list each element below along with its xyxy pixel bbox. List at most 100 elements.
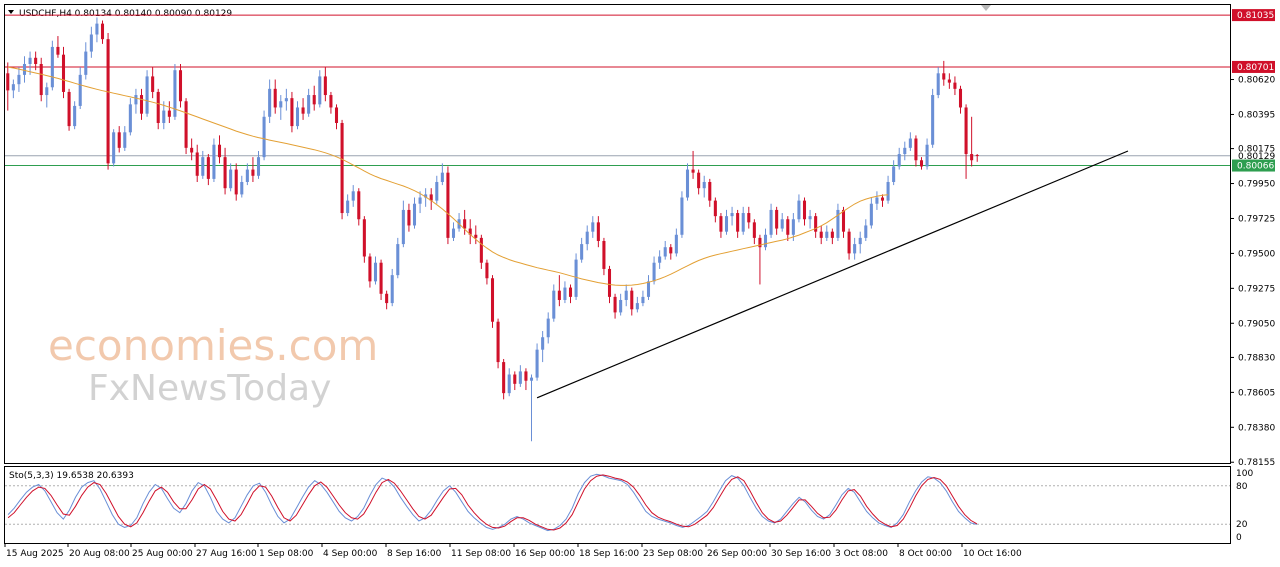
- candle-body: [451, 228, 456, 238]
- x-tick-label: 26 Sep 00:00: [707, 549, 767, 559]
- candle: [468, 219, 472, 245]
- chart-shift-marker[interactable]: [981, 5, 991, 11]
- candle: [719, 213, 723, 238]
- candle-body: [67, 91, 71, 127]
- candle: [167, 101, 171, 123]
- candle: [641, 290, 645, 307]
- candle-body: [775, 209, 779, 229]
- candle-body: [256, 157, 261, 176]
- candle: [685, 163, 690, 201]
- candle: [936, 67, 940, 99]
- candle: [513, 371, 517, 391]
- candle: [123, 126, 127, 151]
- candle: [825, 225, 829, 241]
- candle-body: [95, 23, 99, 35]
- candle: [557, 275, 561, 307]
- symbol-menu-icon[interactable]: [8, 10, 14, 14]
- candle: [329, 91, 333, 114]
- candle: [206, 154, 210, 186]
- candle: [802, 197, 807, 226]
- candle: [496, 318, 500, 369]
- candle-body: [184, 101, 188, 148]
- y-tick-label: 0.78380: [1238, 423, 1275, 433]
- candle-body: [173, 70, 177, 117]
- candle: [479, 234, 483, 269]
- candle: [301, 98, 305, 120]
- candle-body: [401, 209, 405, 245]
- candle: [351, 185, 355, 207]
- candle-body: [736, 213, 740, 232]
- candle-body: [613, 296, 617, 313]
- candle-body: [502, 362, 506, 394]
- candle: [67, 88, 71, 131]
- x-tick-label: 11 Sep 08:00: [451, 549, 511, 559]
- candle-body: [407, 209, 411, 226]
- candle: [451, 222, 456, 241]
- candle: [702, 175, 706, 198]
- candle: [518, 365, 522, 387]
- candle-body: [791, 219, 795, 235]
- candle-body: [836, 209, 840, 238]
- candle-body: [724, 216, 729, 232]
- candle-body: [390, 275, 394, 304]
- candle: [385, 290, 389, 310]
- candle-body: [518, 371, 522, 384]
- candle-body: [786, 219, 790, 235]
- candle-body: [925, 144, 929, 167]
- candle-body: [763, 234, 768, 248]
- candle-body: [568, 287, 573, 297]
- candle: [736, 209, 740, 238]
- candle: [596, 216, 600, 248]
- candle-body: [22, 63, 27, 75]
- candle-body: [357, 191, 361, 220]
- candle: [45, 82, 49, 108]
- candle: [106, 32, 110, 170]
- candle-body: [814, 216, 818, 232]
- candle-body: [234, 169, 238, 195]
- candle: [635, 296, 639, 313]
- candle-body: [6, 73, 10, 91]
- candle-body: [752, 222, 756, 238]
- candle-body: [385, 293, 389, 304]
- x-tick-label: 1 Sep 08:00: [259, 549, 314, 559]
- candle-body: [663, 247, 667, 257]
- candle-body: [903, 147, 907, 155]
- candle-body: [50, 46, 54, 88]
- candle: [658, 250, 662, 269]
- candle-body: [217, 144, 222, 158]
- candle-body: [658, 256, 662, 263]
- candle-body: [301, 107, 305, 114]
- x-tick-label: 23 Sep 08:00: [643, 549, 703, 559]
- candle-body: [424, 194, 428, 198]
- candle-body: [758, 237, 762, 248]
- candle-body: [680, 197, 684, 235]
- watermark-fxnewstoday: FxNewsToday: [88, 368, 331, 409]
- candle-body: [541, 337, 545, 350]
- candle-body: [825, 231, 829, 238]
- candle-body: [463, 219, 467, 229]
- candle: [173, 63, 177, 120]
- candle: [117, 126, 121, 153]
- candle-body: [908, 138, 912, 148]
- support-trendline: [536, 150, 1129, 399]
- candle: [373, 256, 378, 285]
- candle-body: [853, 244, 857, 254]
- candle-body: [936, 73, 940, 96]
- candle: [853, 237, 857, 260]
- x-tick-label: 16 Sep 00:00: [515, 549, 575, 559]
- candle-body: [669, 247, 673, 254]
- stochastic-main-line: [7, 473, 978, 532]
- y-tick-label: 0.78605: [1238, 388, 1275, 398]
- candle: [613, 293, 617, 319]
- candle-body: [17, 74, 21, 85]
- candle: [184, 98, 188, 155]
- candle: [435, 175, 439, 204]
- candle: [418, 191, 422, 214]
- stochastic-pane: [4, 466, 1231, 544]
- candle-body: [373, 262, 378, 282]
- candle-body: [641, 296, 645, 304]
- candle-body: [251, 169, 255, 176]
- candle-body: [769, 209, 773, 235]
- candle-body: [892, 166, 896, 182]
- candle-body: [223, 157, 227, 189]
